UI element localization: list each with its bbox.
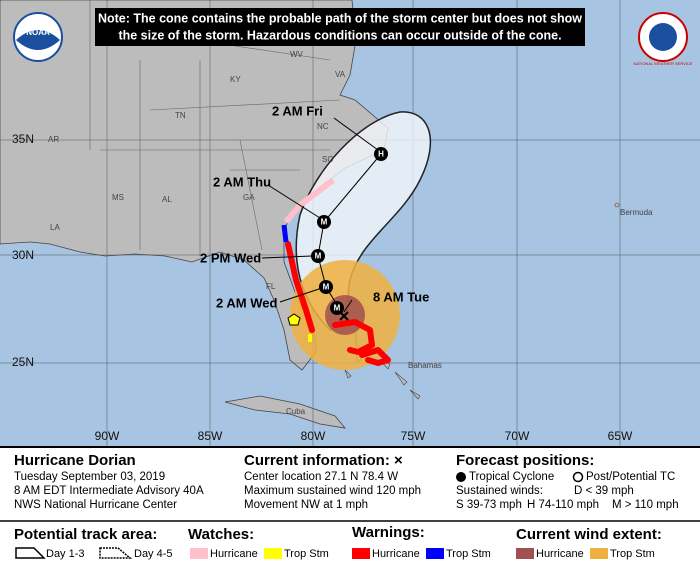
noaa-text: NOAA	[26, 28, 50, 37]
forecast-label: 2 AM Thu	[213, 174, 271, 189]
legend-text: Hurricane	[372, 548, 420, 560]
swatch	[516, 548, 534, 559]
swatch	[352, 548, 370, 559]
hurricane-watch	[283, 177, 335, 224]
forecast-title: Forecast positions:	[456, 452, 594, 469]
lat-label: 30N	[12, 248, 34, 262]
marker-dot	[317, 215, 331, 229]
marker: M	[315, 252, 322, 261]
state-borders	[89, 0, 341, 256]
current-line: Movement NW at 1 mph	[244, 499, 368, 511]
forecast-label: 2 AM Wed	[216, 295, 277, 310]
marker: M	[323, 283, 330, 292]
place-label: VA	[335, 70, 346, 79]
place-label: Cuba	[286, 407, 306, 416]
marker: H	[378, 150, 384, 159]
lat-label: 25N	[12, 355, 34, 369]
place-label: TN	[175, 111, 186, 120]
forecast-text: Sustained winds:	[456, 485, 543, 497]
place-label: SC	[322, 155, 333, 164]
lake-okeechobee	[287, 313, 301, 326]
lon-label: 75W	[401, 429, 426, 443]
day45-swatch	[99, 547, 133, 559]
marker: M	[334, 304, 341, 313]
forecast-label: 2 PM Wed	[200, 250, 261, 265]
marker: M	[321, 218, 328, 227]
legend-text: Hurricane	[536, 548, 584, 560]
bermuda-island	[614, 202, 620, 208]
current-position	[339, 311, 349, 321]
lon-label: 90W	[95, 429, 120, 443]
place-label: MS	[112, 193, 124, 202]
legend-title: Current wind extent:	[516, 526, 662, 543]
forecast-text: H 74-110 mph	[527, 499, 599, 511]
storm-title: Hurricane Dorian	[14, 452, 136, 469]
forecast-text: Post/Potential TC	[586, 471, 675, 483]
post-tc-symbol	[572, 471, 584, 483]
forecast-text: S 39-73 mph	[456, 499, 522, 511]
place-label: KY	[230, 75, 241, 84]
storm-line: Tuesday September 03, 2019	[14, 471, 165, 483]
legend-text: Day 1-3	[46, 548, 85, 560]
legend-text: Trop Stm	[610, 548, 655, 560]
nws-text: NATIONAL WEATHER SERVICE	[634, 61, 693, 66]
forecast-text: M > 110 mph	[612, 499, 679, 511]
place-label: AL	[162, 195, 172, 204]
lon-label: 70W	[505, 429, 530, 443]
legend-text: Trop Stm	[284, 548, 329, 560]
bahamas-warning	[332, 319, 391, 366]
nws-logo-inner	[649, 23, 677, 51]
forecast-text: Tropical Cyclone	[469, 471, 554, 483]
lon-label: 85W	[198, 429, 223, 443]
lat-label: 35N	[12, 132, 34, 146]
forecast-markers: M M M M H	[311, 147, 388, 321]
marker-dot	[319, 280, 333, 294]
place-label: WV	[290, 50, 304, 59]
noaa-logo-wave	[16, 30, 60, 50]
current-line: Maximum sustained wind 120 mph	[244, 485, 421, 497]
legend-title: Warnings:	[352, 524, 425, 541]
forecast-label: 8 AM Tue	[373, 289, 429, 304]
lon-label: 80W	[301, 429, 326, 443]
swatch	[190, 548, 208, 559]
swatch	[426, 548, 444, 559]
current-line: Center location 27.1 N 78.4 W	[244, 471, 398, 483]
lon-label: 65W	[608, 429, 633, 443]
land	[0, 0, 389, 371]
marker-dot	[374, 147, 388, 161]
legend-text: Trop Stm	[446, 548, 491, 560]
note-line: Note: The cone contains the probable pat…	[98, 11, 582, 25]
place-label: Bahamas	[408, 361, 442, 370]
note-box	[95, 8, 585, 46]
legend-text: Day 4-5	[134, 548, 173, 560]
label-leaders	[261, 117, 379, 313]
marker-dot	[311, 249, 325, 263]
forecast-label: 2 AM Fri	[272, 103, 323, 118]
swatch	[590, 548, 608, 559]
legend-title: Potential track area:	[14, 526, 157, 543]
place-label: Bermuda	[620, 208, 653, 217]
trop-stm-warning	[281, 224, 289, 243]
place-label: NC	[317, 122, 329, 131]
forecast-text: D < 39 mph	[574, 485, 634, 497]
current-title: Current information: ×	[244, 452, 403, 469]
note-line: the size of the storm. Hazardous conditi…	[118, 28, 561, 42]
swatch	[264, 548, 282, 559]
place-label: AR	[48, 135, 59, 144]
legend-title: Watches:	[188, 526, 254, 543]
place-label: FL	[266, 282, 276, 291]
day13-swatch	[15, 547, 46, 559]
storm-line: NWS National Hurricane Center	[14, 499, 177, 511]
storm-line: 8 AM EDT Intermediate Advisory 40A	[14, 485, 204, 497]
place-label: GA	[243, 193, 255, 202]
tc-symbol	[456, 472, 466, 482]
legend-text: Hurricane	[210, 548, 258, 560]
place-label: LA	[50, 223, 60, 232]
cuba	[224, 395, 346, 429]
